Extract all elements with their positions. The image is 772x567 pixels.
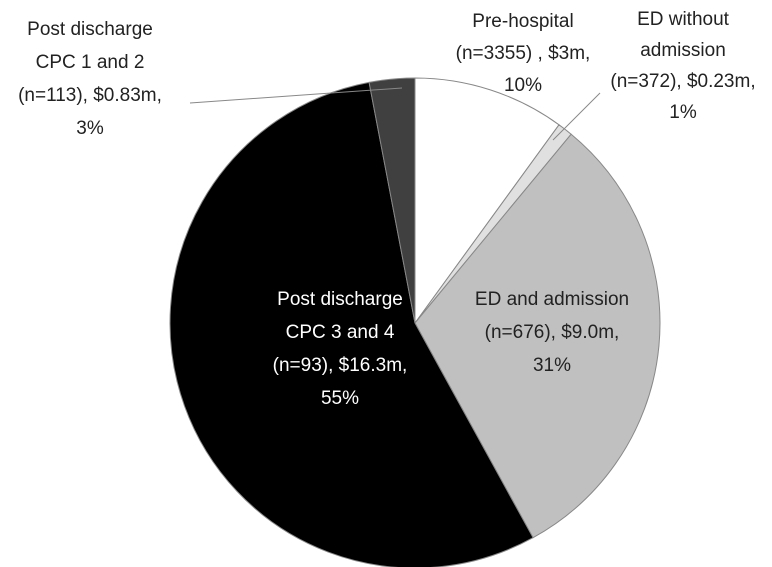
slice-label: Pre-hospital (472, 11, 573, 32)
slice-label: CPC 3 and 4 (286, 322, 395, 343)
slice-label: (n=113), $0.83m, (18, 85, 162, 106)
slice-label: Post discharge (277, 289, 403, 310)
slice-label: 1% (669, 102, 697, 123)
leader-line (552, 92, 601, 141)
slice-label: (n=676), $9.0m, (485, 322, 620, 343)
slice-label: ED without (637, 9, 730, 30)
slice-label: 10% (504, 75, 542, 96)
slice-label: (n=3355) , $3m, (456, 43, 591, 64)
leader-line (189, 87, 403, 104)
slice-label: (n=372), $0.23m, (610, 71, 755, 92)
labels: Pre-hospital (n=3355) , $3m, 10% ED without… (18, 9, 756, 409)
slice-label: (n=93), $16.3m, (273, 355, 408, 376)
slice (414, 77, 560, 325)
slice-label: 31% (533, 355, 571, 376)
slice-label: 3% (76, 118, 104, 139)
slice (169, 81, 534, 567)
slice-label: admission (640, 40, 726, 61)
slice-label: Post discharge (27, 19, 153, 40)
slice-label: CPC 1 and 2 (36, 52, 145, 73)
slice-label: ED and admission (475, 289, 629, 310)
pie (169, 77, 661, 567)
slice (414, 133, 661, 539)
slice (368, 77, 416, 324)
slice-label: 55% (321, 388, 359, 409)
